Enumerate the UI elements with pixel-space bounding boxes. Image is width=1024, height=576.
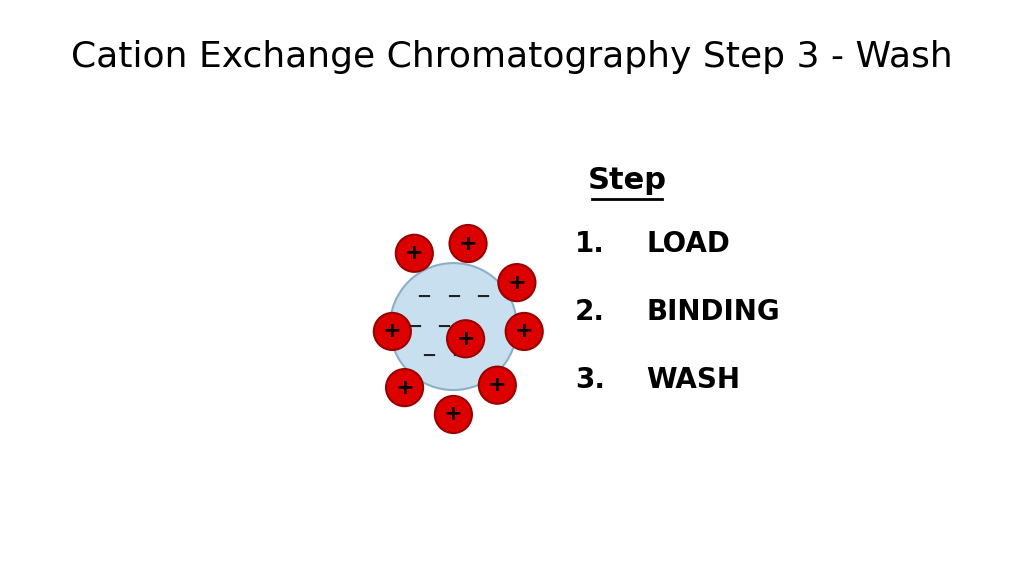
Text: −: − <box>451 347 466 365</box>
Text: +: + <box>515 321 534 342</box>
Circle shape <box>374 313 411 350</box>
Circle shape <box>390 263 517 390</box>
Text: 1.: 1. <box>574 230 605 257</box>
Circle shape <box>386 369 423 406</box>
Text: BINDING: BINDING <box>646 298 780 326</box>
Text: LOAD: LOAD <box>646 230 730 257</box>
Text: +: + <box>406 243 424 263</box>
Text: +: + <box>459 233 477 253</box>
Circle shape <box>499 264 536 301</box>
Circle shape <box>450 225 486 262</box>
Text: Step: Step <box>588 165 667 195</box>
Text: +: + <box>444 404 463 425</box>
Text: 2.: 2. <box>574 298 605 326</box>
Text: WASH: WASH <box>646 366 740 395</box>
Text: −: − <box>422 347 436 365</box>
Text: −: − <box>417 288 432 306</box>
Text: Cation Exchange Chromatography Step 3 - Wash: Cation Exchange Chromatography Step 3 - … <box>71 40 953 74</box>
Text: −: − <box>436 317 452 336</box>
Circle shape <box>435 396 472 433</box>
Text: +: + <box>488 375 507 395</box>
Text: −: − <box>465 317 480 336</box>
Circle shape <box>447 320 484 357</box>
Text: 3.: 3. <box>574 366 605 395</box>
Text: −: − <box>475 288 490 306</box>
Text: −: − <box>445 288 461 306</box>
Circle shape <box>395 235 433 272</box>
Text: +: + <box>395 378 414 397</box>
Text: −: − <box>407 317 422 336</box>
Text: +: + <box>457 329 475 349</box>
Circle shape <box>479 366 516 404</box>
Text: +: + <box>383 321 401 342</box>
Circle shape <box>506 313 543 350</box>
Text: +: + <box>508 272 526 293</box>
